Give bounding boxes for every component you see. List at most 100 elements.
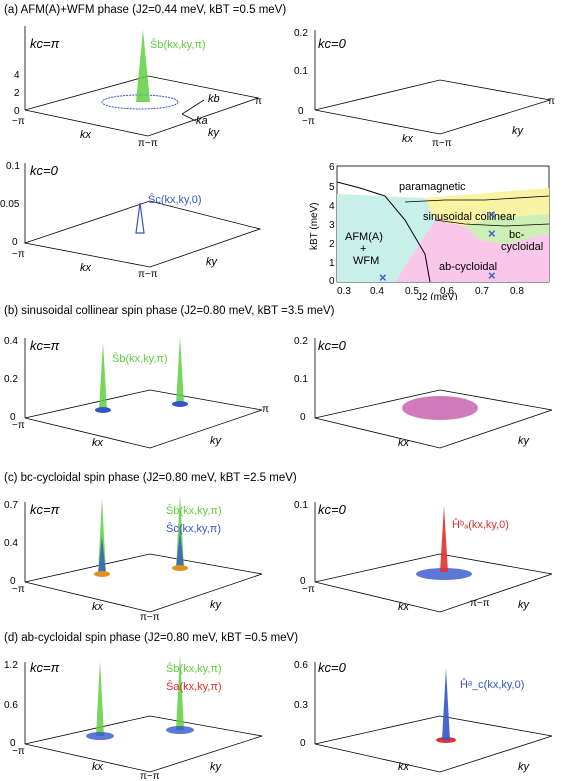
region-ab: ab-cycloidal bbox=[439, 261, 497, 273]
pd-xtick: 0.7 bbox=[475, 286, 489, 297]
ky-label: ky bbox=[518, 761, 531, 773]
pd-ytick: 2 bbox=[329, 239, 335, 250]
pd-xtick: 0.6 bbox=[440, 286, 454, 297]
pi-minus-pi: π−π bbox=[470, 598, 490, 609]
minus-pi: −π bbox=[12, 116, 25, 127]
ytick: 0.4 bbox=[4, 336, 18, 347]
ka-label: ka bbox=[196, 115, 208, 127]
section-title-a: (a) AFM(A)+WFM phase (J2=0.44 meV, kBT =… bbox=[4, 4, 287, 16]
ytick: 0.6 bbox=[294, 660, 308, 671]
ky-label: ky bbox=[518, 435, 531, 447]
pd-xtick: 0.3 bbox=[337, 286, 351, 297]
ytick: 0 bbox=[14, 106, 20, 117]
kc-label: kc=π bbox=[30, 338, 60, 353]
region-afm: AFM(A) bbox=[345, 231, 383, 243]
marker-x: × bbox=[488, 207, 496, 222]
ytick: 0.2 bbox=[294, 336, 308, 347]
ytick: 0.2 bbox=[4, 374, 18, 385]
kc-label: kc=0 bbox=[318, 502, 347, 517]
ytick: 0.2 bbox=[294, 28, 308, 39]
sc-label: Ŝc(kx,ky,π) bbox=[166, 522, 221, 535]
kx-label: kx bbox=[92, 437, 104, 449]
panel-c-left: kc=π 0 0.4 0.7 Ŝb(kx,ky,π) Ŝc(kx,ky,π) −… bbox=[4, 494, 263, 623]
ytick: 0 bbox=[300, 576, 306, 587]
ytick: 0 bbox=[300, 738, 306, 749]
phase-diagram: paramagnetic sinusoidal collinear AFM(A)… bbox=[309, 162, 550, 300]
pd-xlabel: J2 (meV) bbox=[417, 292, 458, 300]
kc-label: kc=0 bbox=[30, 163, 59, 178]
kc-label: kc=π bbox=[30, 36, 60, 51]
pi-minus-pi: π−π bbox=[138, 269, 158, 280]
kc-label: kc=0 bbox=[318, 36, 347, 51]
ytick: 0 bbox=[10, 738, 16, 749]
ytick: 0.7 bbox=[4, 500, 18, 511]
kx-label: kx bbox=[80, 129, 92, 141]
ytick: 2 bbox=[14, 88, 20, 99]
pd-ytick: 3 bbox=[329, 220, 335, 231]
ytick: 0.3 bbox=[294, 700, 308, 711]
ytick: 0.05 bbox=[0, 199, 20, 210]
ytick: 0.1 bbox=[6, 161, 20, 172]
region-afm-plus: + bbox=[360, 243, 366, 255]
pd-ytick: 1 bbox=[329, 258, 335, 269]
kx-label: kx bbox=[398, 761, 410, 773]
pi: π bbox=[548, 96, 555, 107]
ky-label: ky bbox=[206, 256, 219, 268]
panel-b-left: kc=π 0 0.2 0.4 Ŝb(kx,ky,π) −π kx ky π bbox=[4, 336, 269, 449]
sb-label: Ŝb(kx,ky,π) bbox=[112, 352, 168, 365]
region-bc: bc- bbox=[509, 229, 525, 241]
region-bc2: cycloidal bbox=[501, 241, 543, 253]
ytick: 0 bbox=[298, 106, 304, 117]
minus-pi: −π bbox=[302, 116, 315, 127]
section-title-c: (c) bc-cycloidal spin phase (J2=0.80 meV… bbox=[4, 472, 297, 484]
marker-x: × bbox=[488, 226, 496, 241]
hab-label: Ĥᵇₐ(kx,ky,0) bbox=[452, 518, 509, 531]
ytick: 0.1 bbox=[294, 66, 308, 77]
ky-label: ky bbox=[208, 127, 221, 139]
sb-label: Ŝb(kx,ky,π) bbox=[150, 38, 206, 51]
section-title-b: (b) sinusoidal collinear spin phase (J2=… bbox=[4, 305, 335, 317]
pi: π bbox=[262, 404, 269, 415]
region-sinusoidal: sinusoidal collinear bbox=[423, 211, 516, 223]
ky-label: ky bbox=[512, 125, 525, 137]
ytick: 0 bbox=[12, 237, 18, 248]
kx-label: kx bbox=[398, 601, 410, 613]
kc-label: kc=0 bbox=[318, 338, 347, 353]
panel-d-right: kc=0 0 0.3 0.6 Ĥᵃ_c(kx,ky,0) kx ky bbox=[294, 660, 553, 773]
kx-label: kx bbox=[92, 601, 104, 613]
ky-label: ky bbox=[210, 761, 223, 773]
sb-label: Ŝb(kx,ky,π) bbox=[166, 504, 222, 517]
pd-xtick: 0.8 bbox=[510, 286, 524, 297]
ytick: 0.6 bbox=[4, 700, 18, 711]
ytick: 1.2 bbox=[4, 660, 18, 671]
kx-label: kx bbox=[92, 761, 104, 773]
pd-ytick: 0 bbox=[329, 276, 335, 287]
panel-a-bottom: kc=0 0 0.05 0.1 Ŝc(kx,ky,0) −π kx π−π ky bbox=[0, 161, 262, 280]
pi-minus-pi: π−π bbox=[140, 612, 160, 623]
kb-label: kb bbox=[208, 93, 220, 105]
ytick: 4 bbox=[14, 70, 20, 81]
minus-pi: −π bbox=[12, 249, 25, 260]
pd-xtick: 0.5 bbox=[405, 286, 419, 297]
panel-a-left: kc=π 0 2 4 Ŝb(kx,ky,π) kb ka −π kx π−π k… bbox=[12, 26, 262, 148]
minus-pi: −π bbox=[12, 420, 25, 431]
region-wfm: WFM bbox=[353, 255, 379, 267]
panel-b-right: kc=0 0 0.1 0.2 kx ky bbox=[294, 336, 553, 449]
pd-ytick: 4 bbox=[329, 201, 335, 212]
pi-minus-pi: π−π bbox=[140, 771, 160, 781]
ky-label: ky bbox=[210, 435, 223, 447]
ytick: 0.1 bbox=[294, 500, 308, 511]
ytick: 0.4 bbox=[4, 538, 18, 549]
panel-c-right: kc=0 0 0.1 Ĥᵇₐ(kx,ky,0) −π kx π−π ky bbox=[294, 500, 553, 613]
hac-label: Ĥᵃ_c(kx,ky,0) bbox=[460, 678, 524, 691]
pd-xtick: 0.4 bbox=[370, 286, 384, 297]
ytick: 0 bbox=[10, 412, 16, 423]
pi-minus-pi: π−π bbox=[138, 138, 158, 148]
ytick: 0 bbox=[10, 576, 16, 587]
section-title-d: (d) ab-cycloidal spin phase (J2=0.80 meV… bbox=[4, 632, 299, 644]
kc-label: kc=0 bbox=[318, 660, 347, 675]
pi: π bbox=[255, 96, 262, 107]
pd-ylabel: kBT (meV) bbox=[309, 202, 320, 250]
ytick: 0.1 bbox=[294, 374, 308, 385]
marker-x: × bbox=[488, 268, 496, 283]
